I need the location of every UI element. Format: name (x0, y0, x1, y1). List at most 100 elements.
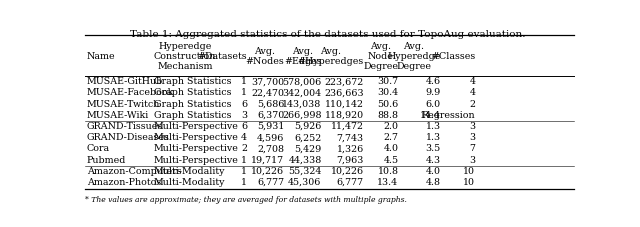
Text: 10: 10 (463, 178, 476, 187)
Text: 110,142: 110,142 (324, 100, 364, 109)
Text: 2: 2 (469, 100, 476, 109)
Text: Name: Name (87, 52, 116, 61)
Text: 10,226: 10,226 (331, 167, 364, 176)
Text: Avg.
#Hyperedges: Avg. #Hyperedges (298, 47, 364, 66)
Text: Avg.
Node
Degree: Avg. Node Degree (364, 42, 399, 72)
Text: Graph Statistics: Graph Statistics (154, 89, 232, 97)
Text: 1: 1 (241, 77, 247, 86)
Text: 10.8: 10.8 (378, 167, 399, 176)
Text: 19,717: 19,717 (252, 155, 284, 165)
Text: 7,963: 7,963 (337, 155, 364, 165)
Text: 3: 3 (241, 111, 247, 120)
Text: Regression: Regression (422, 111, 476, 120)
Text: 1.3: 1.3 (426, 133, 440, 142)
Text: Multi-Perspective: Multi-Perspective (154, 133, 239, 142)
Text: 5,931: 5,931 (257, 122, 284, 131)
Text: 6,370: 6,370 (257, 111, 284, 120)
Text: 118,920: 118,920 (324, 111, 364, 120)
Text: * The values are approximate; they are averaged for datasets with multiple graph: * The values are approximate; they are a… (85, 196, 407, 204)
Text: 11,472: 11,472 (331, 122, 364, 131)
Text: 3.5: 3.5 (426, 144, 440, 153)
Text: 45,306: 45,306 (288, 178, 321, 187)
Text: 37,700: 37,700 (252, 77, 284, 86)
Text: 6.0: 6.0 (426, 100, 440, 109)
Text: 10,226: 10,226 (252, 167, 284, 176)
Text: 4.5: 4.5 (383, 155, 399, 165)
Text: 2,708: 2,708 (257, 144, 284, 153)
Text: 88.8: 88.8 (378, 111, 399, 120)
Text: 2.0: 2.0 (383, 122, 399, 131)
Text: 578,006: 578,006 (282, 77, 321, 86)
Text: Avg.
#Nodes: Avg. #Nodes (246, 47, 284, 66)
Text: 1: 1 (241, 178, 247, 187)
Text: 5,686: 5,686 (257, 100, 284, 109)
Text: 236,663: 236,663 (324, 89, 364, 97)
Text: 4.8: 4.8 (426, 178, 440, 187)
Text: Amazon-Photos: Amazon-Photos (87, 178, 161, 187)
Text: GRAND-Tissues: GRAND-Tissues (87, 122, 163, 131)
Text: 14.4: 14.4 (420, 111, 440, 120)
Text: GRAND-Diseases: GRAND-Diseases (87, 133, 170, 142)
Text: 2.7: 2.7 (383, 133, 399, 142)
Text: Multi-Modality: Multi-Modality (154, 178, 225, 187)
Text: Graph Statistics: Graph Statistics (154, 111, 232, 120)
Text: 6,777: 6,777 (257, 178, 284, 187)
Text: 9.9: 9.9 (426, 89, 440, 97)
Text: 22,470: 22,470 (252, 89, 284, 97)
Text: 266,998: 266,998 (282, 111, 321, 120)
Text: 1: 1 (241, 89, 247, 97)
Text: MUSAE-Twitch: MUSAE-Twitch (87, 100, 160, 109)
Text: 13.4: 13.4 (378, 178, 399, 187)
Text: 6: 6 (241, 100, 247, 109)
Text: Avg.
Hyperedge
Degree: Avg. Hyperedge Degree (387, 42, 440, 72)
Text: 6,777: 6,777 (337, 178, 364, 187)
Text: 3: 3 (469, 133, 476, 142)
Text: 4: 4 (469, 89, 476, 97)
Text: 3: 3 (469, 122, 476, 131)
Text: Graph Statistics: Graph Statistics (154, 77, 232, 86)
Text: 10: 10 (463, 167, 476, 176)
Text: 7,743: 7,743 (337, 133, 364, 142)
Text: Multi-Perspective: Multi-Perspective (154, 155, 239, 165)
Text: 55,324: 55,324 (288, 167, 321, 176)
Text: 342,004: 342,004 (282, 89, 321, 97)
Text: 1: 1 (241, 155, 247, 165)
Text: Hyperedge
Construction
Mechanism: Hyperedge Construction Mechanism (154, 42, 216, 72)
Text: 50.6: 50.6 (377, 100, 399, 109)
Text: Multi-Perspective: Multi-Perspective (154, 122, 239, 131)
Text: MUSAE-Wiki: MUSAE-Wiki (87, 111, 149, 120)
Text: 2: 2 (241, 144, 247, 153)
Text: 143,038: 143,038 (282, 100, 321, 109)
Text: 4.0: 4.0 (383, 144, 399, 153)
Text: Multi-Modality: Multi-Modality (154, 167, 225, 176)
Text: 5,926: 5,926 (294, 122, 321, 131)
Text: Avg.
#Edges: Avg. #Edges (284, 47, 321, 66)
Text: #Datasets: #Datasets (198, 52, 247, 61)
Text: 30.7: 30.7 (378, 77, 399, 86)
Text: 1,326: 1,326 (337, 144, 364, 153)
Text: MUSAE-GitHub: MUSAE-GitHub (87, 77, 163, 86)
Text: Graph Statistics: Graph Statistics (154, 100, 232, 109)
Text: Table 1: Aggregated statistics of the datasets used for TopoAug evaluation.: Table 1: Aggregated statistics of the da… (131, 30, 525, 39)
Text: Pubmed: Pubmed (87, 155, 126, 165)
Text: #Classes: #Classes (431, 52, 476, 61)
Text: 1: 1 (241, 167, 247, 176)
Text: MUSAE-Facebook: MUSAE-Facebook (87, 89, 174, 97)
Text: 4: 4 (469, 77, 476, 86)
Text: Cora: Cora (87, 144, 110, 153)
Text: 6,252: 6,252 (294, 133, 321, 142)
Text: 3: 3 (469, 155, 476, 165)
Text: 1.3: 1.3 (426, 122, 440, 131)
Text: 4: 4 (241, 133, 247, 142)
Text: 4.0: 4.0 (426, 167, 440, 176)
Text: Amazon-Computers: Amazon-Computers (87, 167, 182, 176)
Text: 30.4: 30.4 (378, 89, 399, 97)
Text: 7: 7 (469, 144, 476, 153)
Text: 6: 6 (241, 122, 247, 131)
Text: 223,672: 223,672 (324, 77, 364, 86)
Text: 4.6: 4.6 (426, 77, 440, 86)
Text: Multi-Perspective: Multi-Perspective (154, 144, 239, 153)
Text: 5,429: 5,429 (294, 144, 321, 153)
Text: 44,338: 44,338 (288, 155, 321, 165)
Text: 4,596: 4,596 (257, 133, 284, 142)
